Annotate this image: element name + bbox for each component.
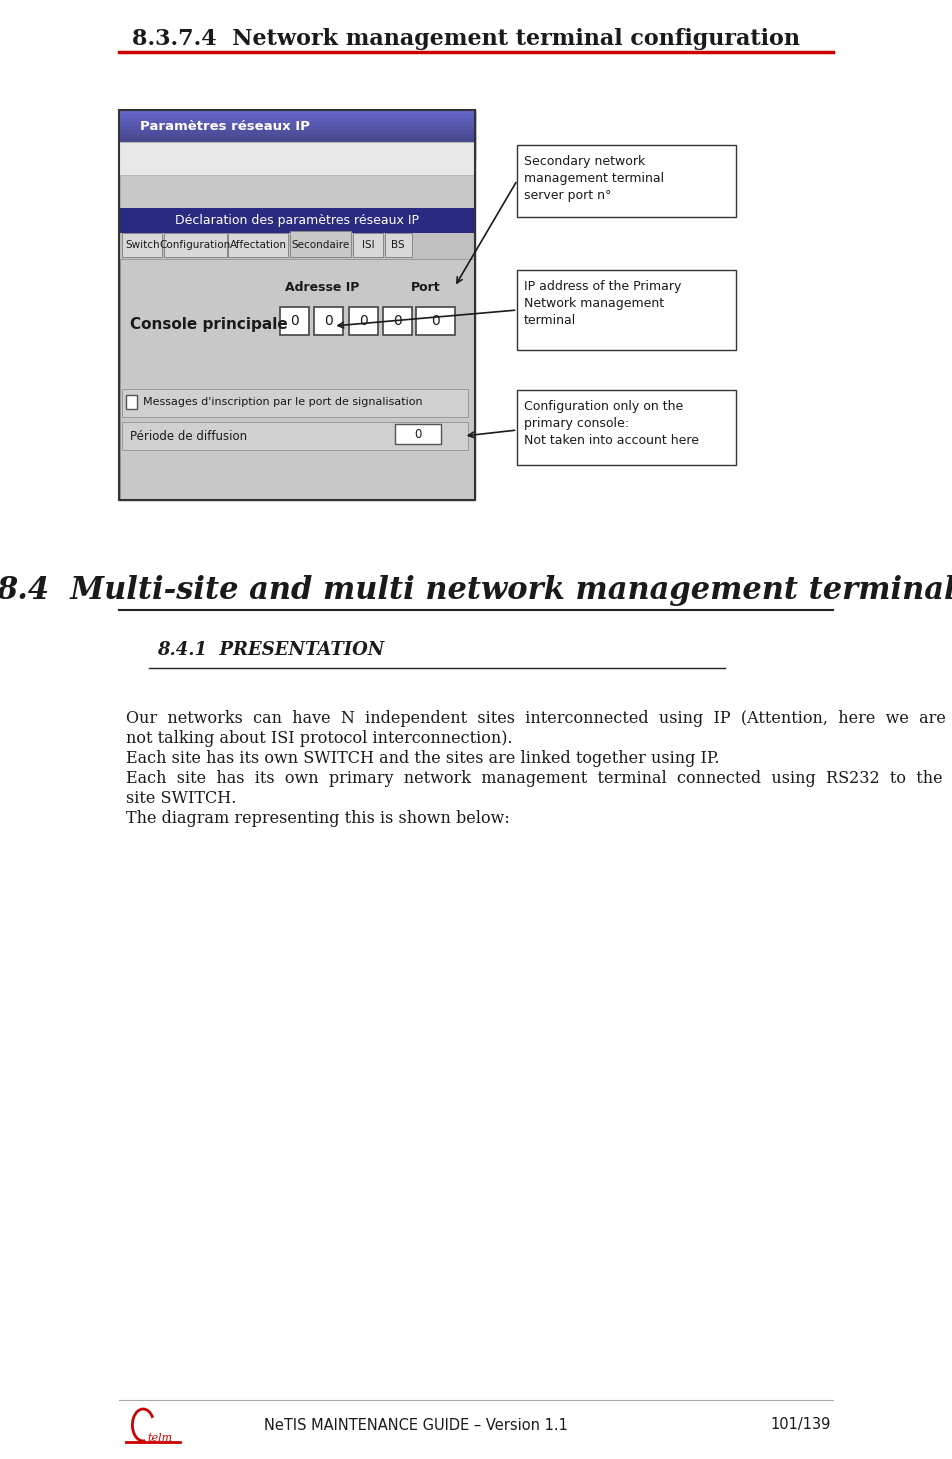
FancyBboxPatch shape: [123, 422, 467, 449]
Text: Adresse IP: Adresse IP: [285, 280, 359, 293]
Text: telm: telm: [148, 1433, 173, 1443]
Text: NeTIS MAINTENANCE GUIDE – Version 1.1: NeTIS MAINTENANCE GUIDE – Version 1.1: [265, 1418, 568, 1433]
Text: 8.3.7.4  Network management terminal configuration: 8.3.7.4 Network management terminal conf…: [132, 28, 801, 50]
FancyBboxPatch shape: [119, 134, 475, 137]
FancyBboxPatch shape: [518, 390, 736, 465]
FancyBboxPatch shape: [384, 306, 412, 336]
Text: ISI: ISI: [362, 239, 374, 249]
FancyBboxPatch shape: [119, 118, 475, 121]
Text: Switch: Switch: [125, 239, 160, 249]
FancyBboxPatch shape: [127, 395, 137, 409]
Text: site SWITCH.: site SWITCH.: [127, 789, 237, 807]
FancyBboxPatch shape: [123, 233, 162, 257]
Text: 101/139: 101/139: [770, 1418, 831, 1433]
FancyBboxPatch shape: [395, 425, 441, 444]
FancyBboxPatch shape: [119, 124, 475, 125]
Text: Configuration only on the
primary console:
Not taken into account here: Configuration only on the primary consol…: [524, 400, 699, 446]
Text: Each  site  has  its  own  primary  network  management  terminal  connected  us: Each site has its own primary network ma…: [127, 770, 942, 786]
Text: Port: Port: [410, 280, 440, 293]
Text: IP address of the Primary
Network management
terminal: IP address of the Primary Network manage…: [524, 280, 681, 327]
FancyBboxPatch shape: [164, 233, 227, 257]
FancyBboxPatch shape: [119, 115, 475, 118]
FancyBboxPatch shape: [228, 233, 288, 257]
Text: 0: 0: [431, 314, 440, 328]
FancyBboxPatch shape: [120, 260, 474, 500]
Text: 0: 0: [325, 314, 333, 328]
FancyBboxPatch shape: [119, 112, 475, 115]
Text: Affectation: Affectation: [229, 239, 287, 249]
Text: 0: 0: [414, 427, 422, 441]
FancyBboxPatch shape: [348, 306, 378, 336]
FancyBboxPatch shape: [119, 109, 475, 112]
Text: 8.4.1  PRESENTATION: 8.4.1 PRESENTATION: [157, 641, 385, 659]
FancyBboxPatch shape: [119, 121, 475, 124]
Text: The diagram representing this is shown below:: The diagram representing this is shown b…: [127, 810, 510, 827]
FancyBboxPatch shape: [119, 233, 475, 260]
FancyBboxPatch shape: [119, 139, 475, 142]
FancyBboxPatch shape: [385, 233, 411, 257]
FancyBboxPatch shape: [416, 306, 454, 336]
FancyBboxPatch shape: [119, 142, 475, 175]
FancyBboxPatch shape: [518, 144, 736, 217]
Text: Each site has its own SWITCH and the sites are linked together using IP.: Each site has its own SWITCH and the sit…: [127, 750, 720, 767]
Text: Déclaration des paramètres réseaux IP: Déclaration des paramètres réseaux IP: [175, 213, 419, 226]
Text: Paramètres réseaux IP: Paramètres réseaux IP: [140, 120, 310, 133]
Text: Secondaire: Secondaire: [291, 239, 349, 249]
Text: 0: 0: [289, 314, 299, 328]
FancyBboxPatch shape: [119, 128, 475, 131]
FancyBboxPatch shape: [119, 109, 475, 500]
Text: 0: 0: [359, 314, 367, 328]
Text: Our  networks  can  have  N  independent  sites  interconnected  using  IP  (Att: Our networks can have N independent site…: [127, 711, 946, 727]
FancyBboxPatch shape: [120, 209, 474, 233]
FancyBboxPatch shape: [289, 231, 351, 257]
Text: Configuration: Configuration: [160, 239, 231, 249]
FancyBboxPatch shape: [119, 109, 475, 160]
Text: Secondary network
management terminal
server port n°: Secondary network management terminal se…: [524, 155, 664, 201]
FancyBboxPatch shape: [119, 125, 475, 128]
Text: not talking about ISI protocol interconnection).: not talking about ISI protocol interconn…: [127, 730, 513, 747]
Text: BS: BS: [391, 239, 405, 249]
FancyBboxPatch shape: [119, 131, 475, 134]
FancyBboxPatch shape: [123, 390, 467, 417]
FancyBboxPatch shape: [119, 137, 475, 139]
Text: Console principale: Console principale: [130, 317, 288, 331]
Text: Période de diffusion: Période de diffusion: [130, 429, 248, 442]
FancyBboxPatch shape: [518, 270, 736, 350]
FancyBboxPatch shape: [352, 233, 384, 257]
Text: 0: 0: [393, 314, 402, 328]
Text: 8.4  Multi-site and multi network management terminal: 8.4 Multi-site and multi network managem…: [0, 575, 952, 605]
FancyBboxPatch shape: [119, 109, 475, 142]
FancyBboxPatch shape: [314, 306, 344, 336]
FancyBboxPatch shape: [280, 306, 308, 336]
Text: Messages d'inscription par le port de signalisation: Messages d'inscription par le port de si…: [143, 397, 423, 407]
